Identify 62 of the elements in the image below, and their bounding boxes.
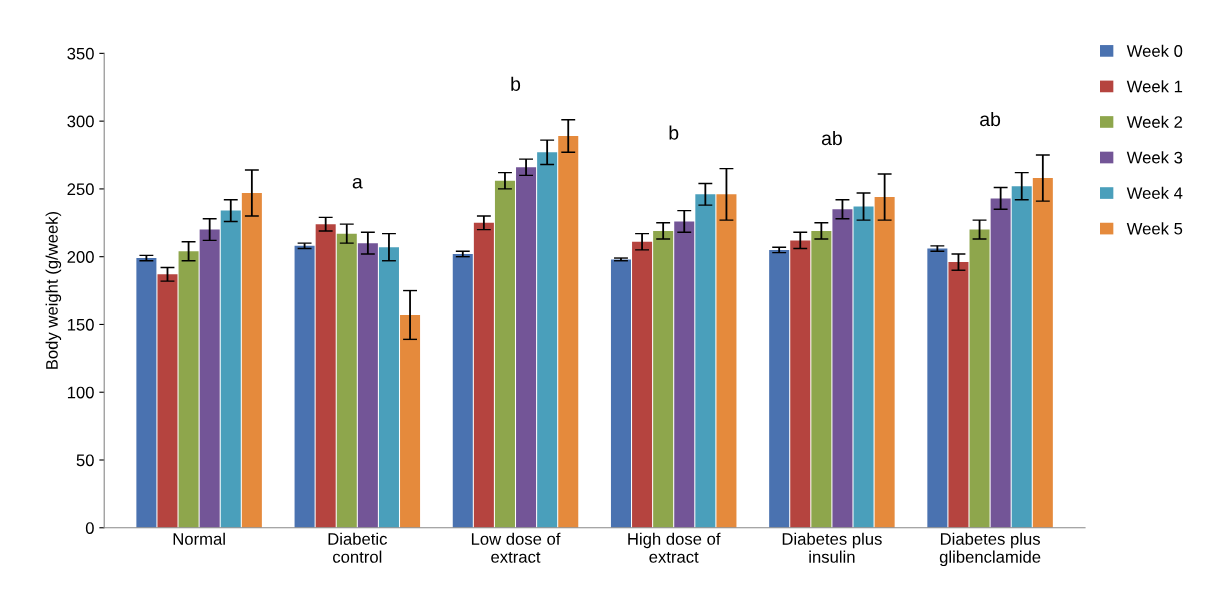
x-tick-label: Low dose of extract xyxy=(471,532,561,563)
annotation: b xyxy=(669,125,679,140)
bar xyxy=(452,253,473,528)
x-tick-label: Normal xyxy=(173,532,225,545)
y-tick-label: 350 xyxy=(67,47,94,60)
bar xyxy=(537,152,558,528)
x-tick-label: High dose of extract xyxy=(628,532,721,563)
bar xyxy=(716,194,737,528)
bar xyxy=(790,240,811,528)
bar xyxy=(473,222,494,528)
legend-label: Week 3 xyxy=(1126,151,1183,164)
bar xyxy=(315,224,336,528)
bar xyxy=(400,314,421,528)
bar xyxy=(990,198,1011,528)
legend-label: Week 5 xyxy=(1126,222,1183,235)
y-tick-label: 200 xyxy=(67,251,94,263)
y-tick-label: 300 xyxy=(67,115,94,128)
bar xyxy=(874,197,895,528)
annotation: ab xyxy=(980,111,1001,127)
bar xyxy=(378,247,399,528)
bar xyxy=(653,230,674,528)
bar xyxy=(610,259,631,528)
bar xyxy=(199,229,220,528)
bar xyxy=(241,192,262,528)
bar xyxy=(853,206,874,528)
y-tick-label: 0 xyxy=(85,522,94,534)
bar xyxy=(336,233,357,528)
bar xyxy=(674,221,695,528)
bar xyxy=(695,194,716,528)
bar xyxy=(832,209,853,528)
bar xyxy=(294,245,315,528)
y-axis-title: Body weight (g/week) xyxy=(45,211,62,369)
y-tick-label: 100 xyxy=(67,386,94,399)
bar xyxy=(948,262,969,528)
legend-label: Week 4 xyxy=(1126,186,1183,200)
legend-label: Week 1 xyxy=(1126,80,1183,93)
x-tick-label: Diabetes plus glibenclamide xyxy=(939,532,1041,567)
bar xyxy=(558,136,579,528)
bar xyxy=(494,180,515,528)
y-tick-label: 250 xyxy=(67,183,94,196)
bar xyxy=(178,251,199,528)
x-tick-label: Diabetic control xyxy=(328,532,387,563)
bar xyxy=(969,229,990,528)
annotation: a xyxy=(352,177,363,189)
bar xyxy=(632,241,653,528)
legend-label: Week 2 xyxy=(1126,115,1183,128)
bar xyxy=(1011,186,1032,528)
annotation: b xyxy=(511,76,521,91)
bar xyxy=(516,167,537,528)
legend-label: Week 0 xyxy=(1126,44,1183,57)
annotation: ab xyxy=(821,130,842,146)
bar xyxy=(769,249,790,528)
bar xyxy=(811,230,832,528)
x-tick-label: Diabetes plus insulin xyxy=(782,532,882,563)
y-tick-label: 50 xyxy=(76,454,94,467)
bar xyxy=(157,274,178,528)
bar xyxy=(136,258,157,528)
bar xyxy=(927,248,948,528)
bar xyxy=(220,210,241,528)
bar xyxy=(357,243,378,528)
bar xyxy=(1032,178,1053,528)
y-tick-label: 150 xyxy=(67,318,94,331)
